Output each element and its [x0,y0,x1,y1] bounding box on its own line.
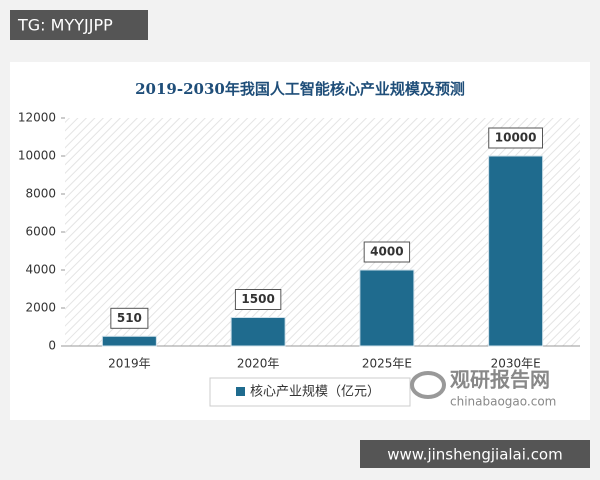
y-tick-label: 8000 [25,187,56,201]
x-tick-label: 2030年E [491,357,541,371]
value-label: 1500 [241,292,274,306]
bar [101,335,157,347]
logo-icon [410,371,446,399]
y-tick-label: 6000 [25,225,56,239]
tag: TG: MYYJJPP [17,16,113,35]
tag-box [10,10,148,40]
value-label: 10000 [495,131,537,145]
value-label-box [234,289,282,310]
logo: 观研报告网 chinabaogao.com [410,368,556,409]
y-tick-label: 12000 [18,111,56,125]
value-label: 4000 [370,245,403,259]
legend-swatch [236,387,245,396]
value-label: 510 [117,311,142,325]
y-tick-label: 2000 [25,301,56,315]
value-label-box [488,127,543,149]
y-tick-label: 0 [48,339,56,353]
site: www.jinshengjialai.com [387,446,562,464]
y-tick-label: 10000 [18,149,56,163]
y-tick-label: 4000 [25,263,56,277]
x-tick-label: 2019年 [108,357,151,371]
x-tick-label: 2025年E [362,357,412,371]
chart-title: 2019-2030年我国人工智能核心产业规模及预测 [135,80,465,98]
bar [359,269,415,347]
legend: 核心产业规模（亿元） [209,377,411,407]
logo-name: 观研报告网 [450,368,550,392]
logo-url: chinabaogao.com [450,395,556,409]
value-label-box [363,241,411,263]
value-label-box [110,307,149,329]
legend-label: 核心产业规模（亿元） [250,385,380,400]
bar [488,155,544,347]
site-box [360,440,590,468]
x-tick-label: 2020年 [237,357,280,371]
bar [230,317,286,347]
